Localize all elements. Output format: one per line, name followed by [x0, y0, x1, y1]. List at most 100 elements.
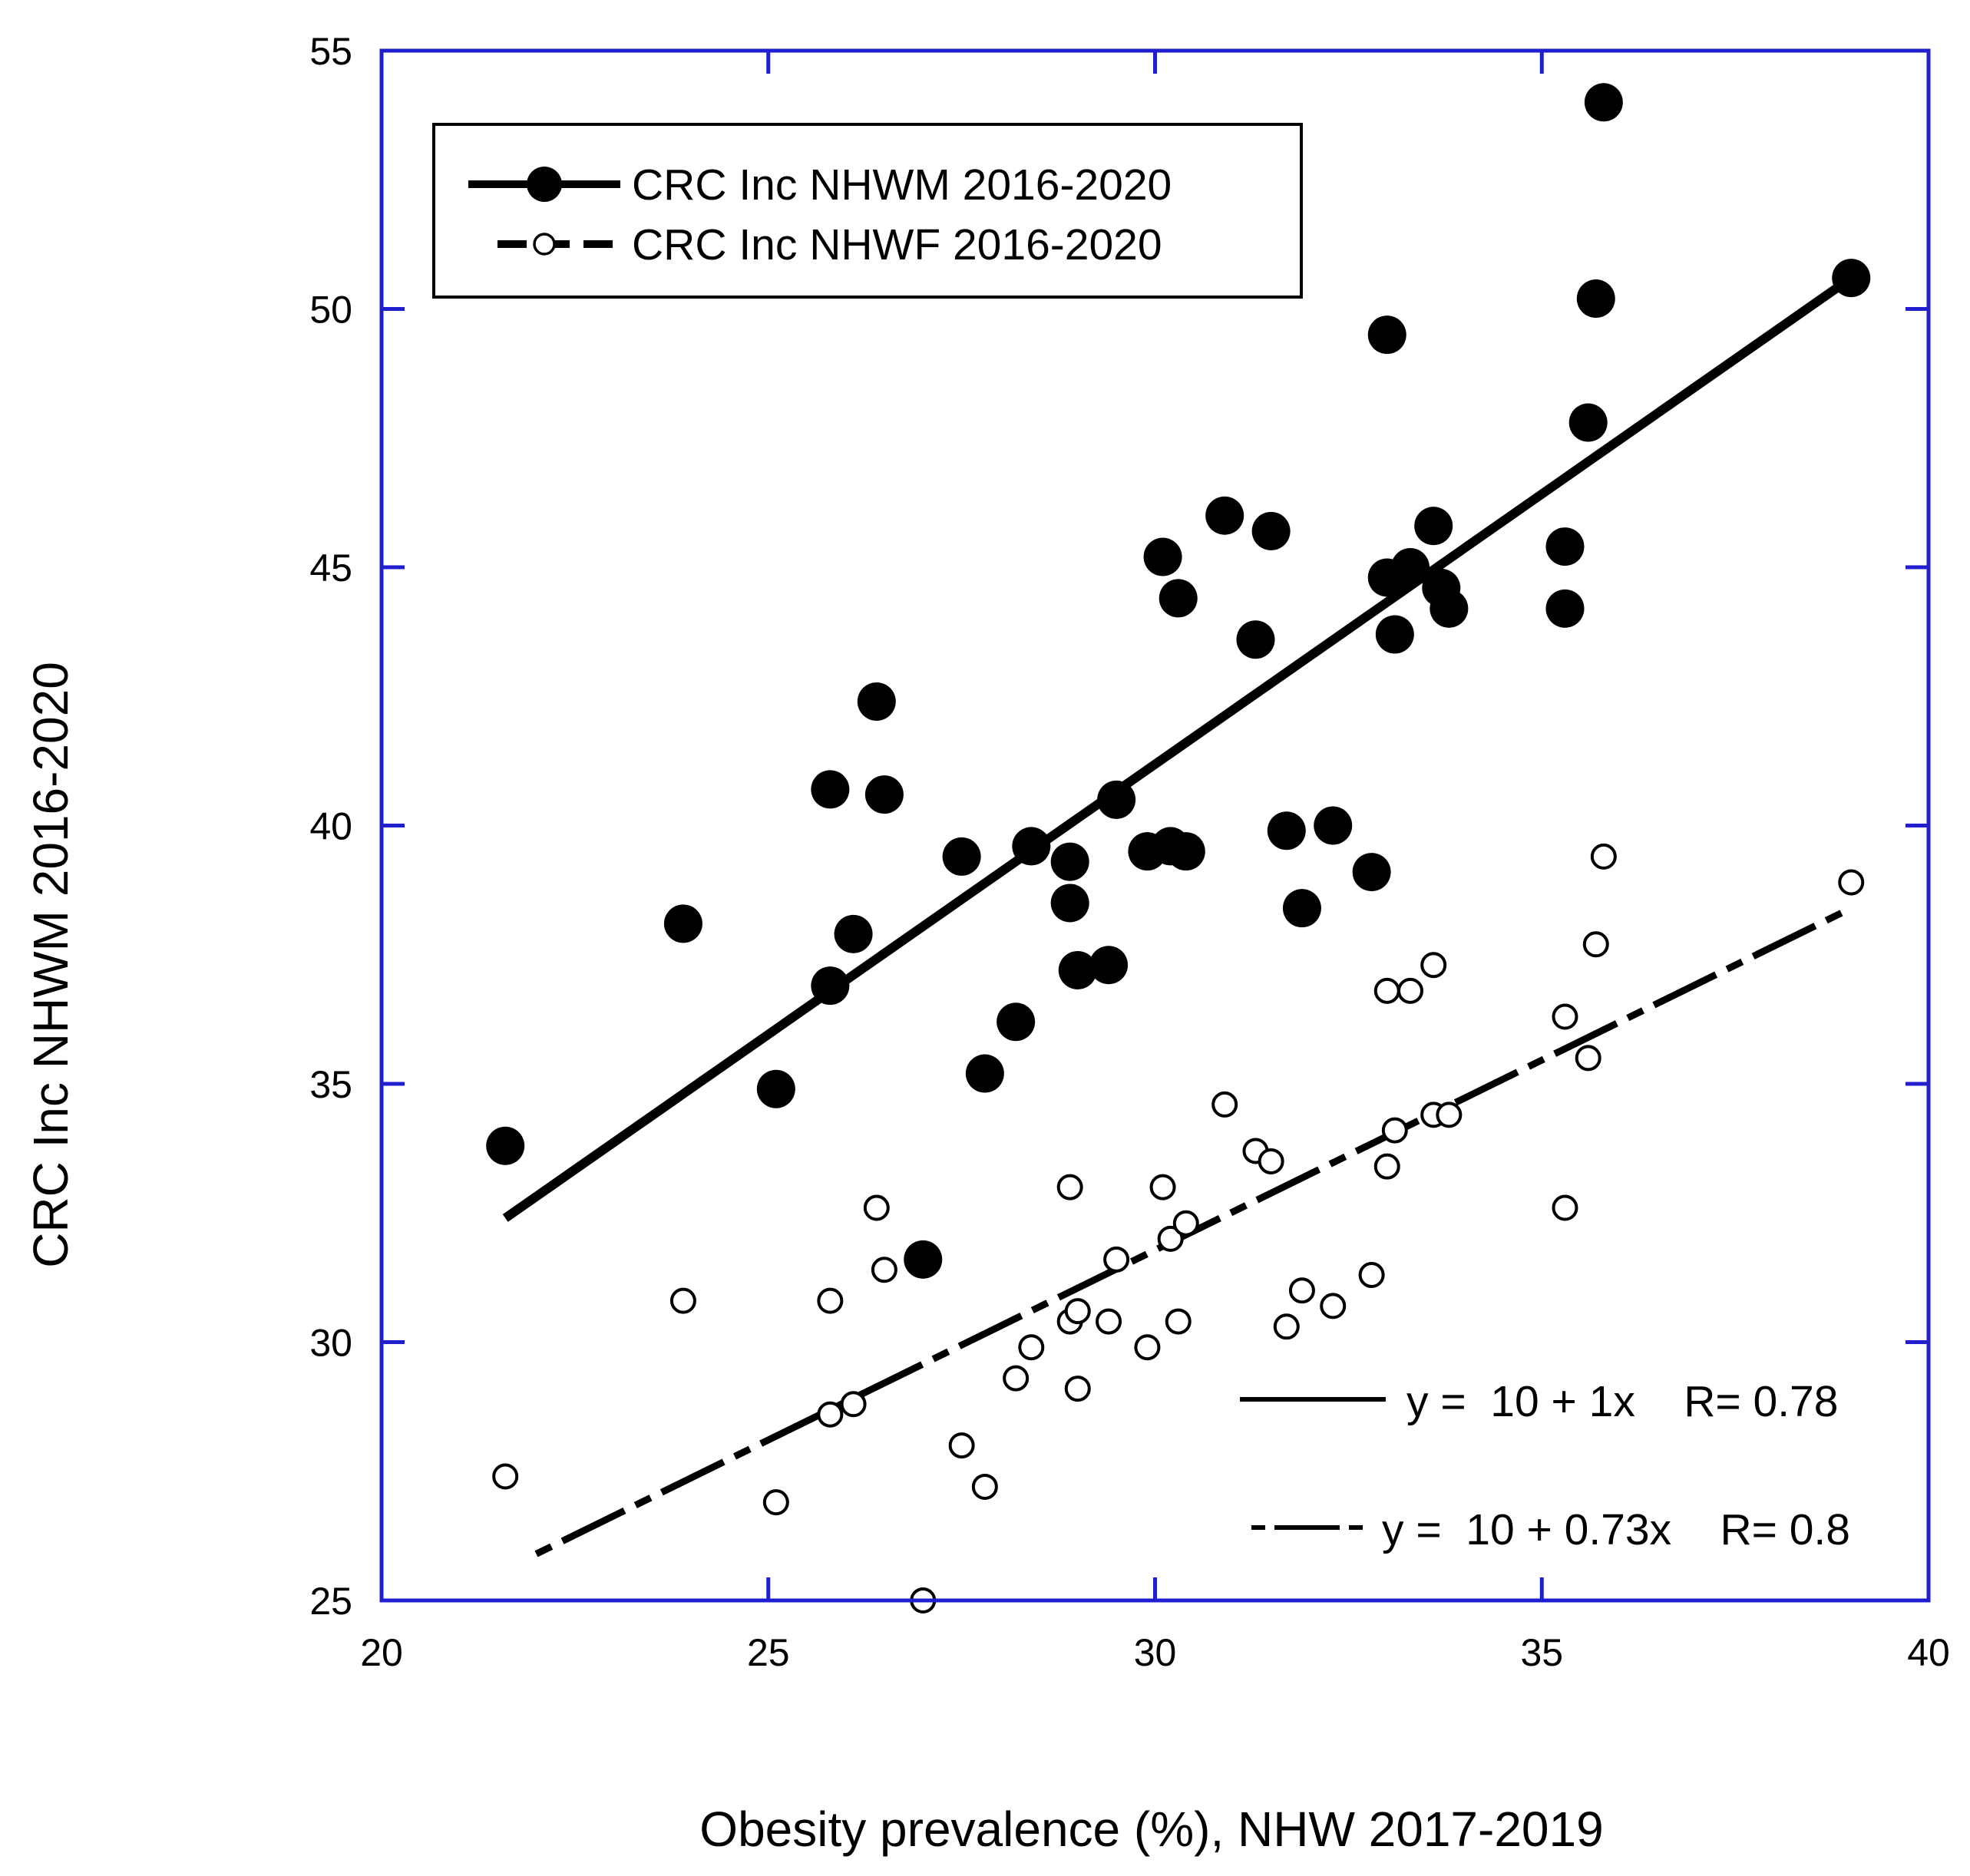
point-nhwm [1058, 950, 1097, 989]
point-nhwf [948, 1432, 975, 1459]
x-tick-label: 40 [1907, 1631, 1950, 1674]
point-nhwf [817, 1287, 844, 1314]
point-nhwm [1545, 589, 1585, 628]
point-nhwf [871, 1257, 897, 1283]
point-nhwf [1157, 1225, 1184, 1252]
point-nhwm [1430, 589, 1469, 628]
point-nhwf [817, 1401, 844, 1428]
point-nhwm [1390, 548, 1430, 586]
point-nhwm [756, 1069, 795, 1108]
equation-label-nhwf: y = 10 + 0.73x R= 0.8 [1382, 1505, 1850, 1554]
point-nhwm [1267, 811, 1306, 850]
point-nhwf [1056, 1174, 1083, 1201]
point-nhwm [1050, 842, 1089, 881]
point-nhwf [669, 1287, 696, 1314]
point-nhwm [1314, 806, 1353, 845]
legend-marker-nhwm [527, 167, 562, 202]
point-nhwf [1096, 1308, 1122, 1335]
legend-marker-nhwf [533, 233, 556, 256]
point-nhwm [1251, 511, 1291, 550]
point-nhwm [834, 914, 873, 953]
point-nhwm [1143, 537, 1182, 576]
point-nhwf [1288, 1277, 1315, 1304]
equation-label-nhwm: y = 10 + 1x R= 0.78 [1406, 1377, 1838, 1426]
point-nhwf [1273, 1313, 1300, 1340]
point-nhwm [1159, 579, 1198, 618]
point-nhwf [1582, 931, 1609, 958]
point-nhwm [1352, 853, 1391, 892]
point-nhwm [811, 966, 850, 1006]
y-tick-label: 30 [309, 1322, 352, 1365]
point-nhwm [1236, 620, 1275, 659]
point-nhwm [942, 837, 981, 876]
point-nhwm [1584, 83, 1623, 122]
point-nhwf [1420, 952, 1447, 979]
point-nhwf [1064, 1376, 1091, 1402]
y-tick-label: 40 [309, 805, 352, 848]
y-axis-title: CRC Inc NHWM 2016-2020 [23, 662, 78, 1268]
point-nhwf [1018, 1334, 1045, 1361]
point-nhwf [1381, 1117, 1408, 1144]
point-nhwm [1414, 507, 1453, 546]
point-nhwm [857, 682, 896, 721]
point-nhwm [811, 770, 850, 809]
point-nhwm [1576, 279, 1615, 319]
y-tick-label: 45 [309, 547, 352, 590]
point-nhwf [1134, 1334, 1161, 1361]
point-nhwf [492, 1463, 519, 1490]
point-nhwf [1003, 1365, 1030, 1392]
legend-label-nhwf: CRC Inc NHWF 2016-2020 [632, 220, 1162, 269]
point-nhwm [1089, 946, 1129, 985]
point-nhwm [663, 904, 702, 943]
point-nhwm [864, 775, 904, 814]
point-nhwm [1282, 889, 1321, 928]
point-nhwm [1545, 527, 1585, 566]
point-nhwf [971, 1473, 998, 1500]
point-nhwm [965, 1054, 1004, 1093]
point-nhwf [1172, 1210, 1199, 1237]
point-nhwm [997, 1002, 1036, 1042]
x-axis-title: Obesity prevalence (%), NHW 2017-2019 [699, 1802, 1603, 1857]
point-nhwf [1590, 843, 1617, 870]
point-nhwm [1375, 615, 1414, 654]
point-nhwm [1832, 259, 1871, 298]
point-nhwm [904, 1240, 943, 1279]
point-nhwm [1568, 403, 1608, 442]
regression-lines [502, 274, 1854, 1557]
point-nhwm [1367, 315, 1406, 355]
y-tick-label: 35 [309, 1063, 352, 1106]
fit-equations: y = 10 + 1x R= 0.78 y = 10 + 0.73x R= 0.… [1240, 1377, 1850, 1554]
y-tick-label: 50 [309, 289, 352, 332]
legend-label-nhwm: CRC Inc NHWM 2016-2020 [632, 160, 1172, 210]
point-nhwf [863, 1194, 890, 1221]
y-tick-label: 55 [309, 30, 352, 73]
point-nhwf [1149, 1174, 1176, 1201]
y-tick-label: 25 [309, 1580, 352, 1623]
point-nhwf [1258, 1148, 1284, 1174]
point-nhwm [1050, 884, 1089, 923]
point-nhwf [1552, 1194, 1578, 1221]
point-nhwf [762, 1489, 789, 1516]
point-nhwm [1205, 496, 1244, 535]
legend: CRC Inc NHWM 2016-2020 CRC Inc NHWF 2016… [432, 123, 1303, 299]
point-nhwf [1103, 1246, 1130, 1273]
point-nhwf [1064, 1298, 1091, 1325]
point-nhwm [486, 1126, 525, 1165]
point-nhwm [1012, 827, 1051, 866]
x-tick-label: 20 [360, 1631, 403, 1674]
point-nhwf [1552, 1003, 1578, 1030]
point-nhwf [1373, 1153, 1400, 1180]
point-nhwf [1358, 1262, 1385, 1289]
x-tick-label: 25 [747, 1631, 790, 1674]
point-nhwf [1575, 1045, 1601, 1072]
point-nhwf [1165, 1308, 1192, 1335]
point-nhwm [1097, 780, 1136, 819]
fit-line-nhwm [502, 274, 1854, 1222]
point-nhwf [840, 1391, 867, 1418]
point-nhwf [1320, 1293, 1347, 1319]
x-tick-label: 30 [1134, 1631, 1177, 1674]
point-nhwm [1166, 832, 1205, 871]
x-tick-label: 35 [1520, 1631, 1563, 1674]
